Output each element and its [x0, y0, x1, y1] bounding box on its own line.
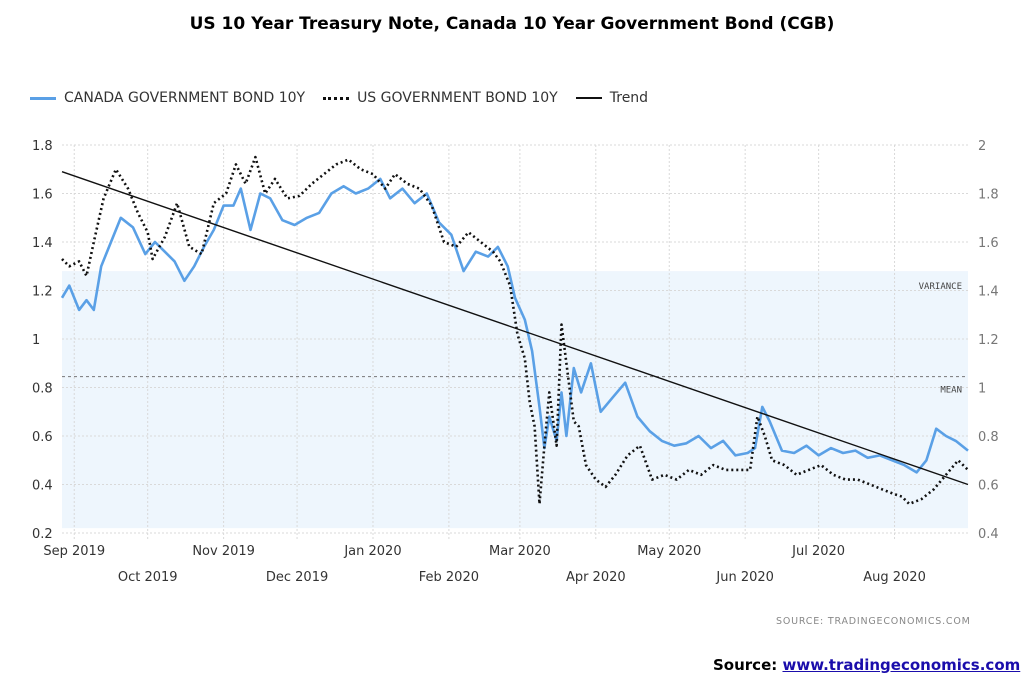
y-tick-right: 1 [978, 382, 986, 397]
y-tick-right: 0.6 [978, 479, 999, 494]
series-line-canada [60, 177, 969, 474]
y-tick-right: 1.6 [978, 236, 999, 251]
y-tick-left: 1.6 [32, 188, 53, 203]
legend-swatch-canada [30, 96, 56, 100]
legend-item-us[interactable]: US GOVERNMENT BOND 10Y [323, 90, 558, 106]
x-tick-label: Jan 2020 [343, 544, 401, 559]
x-tick-label: Feb 2020 [419, 570, 479, 585]
chart-legend: CANADA GOVERNMENT BOND 10Y US GOVERNMENT… [30, 86, 666, 110]
source-link[interactable]: www.tradingeconomics.com [782, 656, 1021, 674]
y-tick-left: 1.2 [32, 285, 53, 300]
y-tick-right: 0.8 [978, 430, 999, 445]
legend-swatch-us [323, 96, 350, 100]
y-tick-right: 1.4 [978, 285, 999, 300]
y-tick-right: 1.2 [978, 333, 999, 348]
y-tick-left: 0.6 [32, 430, 53, 445]
x-tick-label: Mar 2020 [489, 544, 551, 559]
x-tick-label: Oct 2019 [118, 570, 178, 585]
legend-label-trend: Trend [609, 90, 649, 106]
y-tick-right: 0.4 [978, 527, 999, 542]
legend-label-us: US GOVERNMENT BOND 10Y [357, 90, 558, 106]
legend-swatch-trend [575, 97, 602, 99]
y-tick-left: 1 [32, 333, 40, 348]
chart-source-note: SOURCE: TRADINGECONOMICS.COM [776, 616, 971, 627]
series-line-us [61, 155, 969, 506]
y-tick-right: 2 [978, 139, 986, 154]
variance-label: VARIANCE [919, 282, 962, 292]
legend-label-canada: CANADA GOVERNMENT BOND 10Y [64, 90, 306, 106]
x-tick-label: Nov 2019 [192, 544, 255, 559]
x-tick-label: Apr 2020 [566, 570, 626, 585]
y-tick-left: 0.4 [32, 479, 53, 494]
y-tick-left: 0.8 [32, 382, 53, 397]
legend-item-trend[interactable]: Trend [575, 90, 649, 106]
trend-line [61, 171, 969, 486]
y-tick-left: 1.8 [32, 139, 53, 154]
mean-label: MEAN [940, 386, 962, 396]
x-tick-label: Jun 2020 [715, 570, 774, 585]
variance-band [62, 271, 968, 529]
legend-item-canada[interactable]: CANADA GOVERNMENT BOND 10Y [30, 90, 305, 106]
source-footer: Source: www.tradingeconomics.com [713, 656, 1020, 674]
x-tick-label: Dec 2019 [266, 570, 328, 585]
chart-title: US 10 Year Treasury Note, Canada 10 Year… [189, 14, 835, 34]
y-tick-right: 1.8 [978, 188, 999, 203]
source-label: Source: [713, 656, 783, 674]
x-tick-label: Jul 2020 [791, 544, 845, 559]
x-tick-label: May 2020 [637, 544, 701, 559]
y-tick-left: 0.2 [32, 527, 53, 542]
y-tick-left: 1.4 [32, 236, 53, 251]
x-tick-label: Sep 2019 [43, 544, 105, 559]
x-tick-label: Aug 2020 [863, 570, 926, 585]
